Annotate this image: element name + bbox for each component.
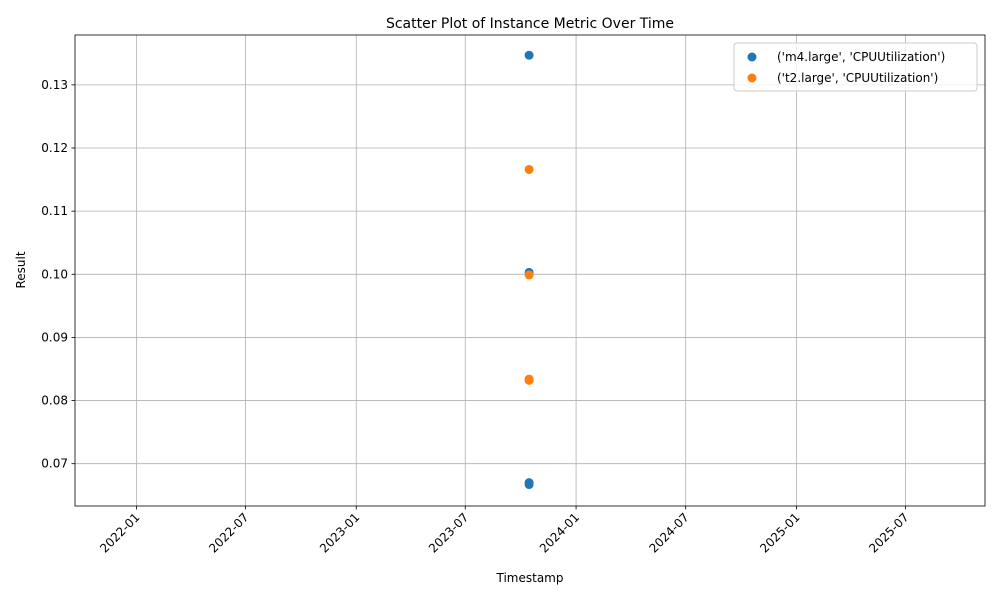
y-tick-label: 0.11 <box>41 204 68 218</box>
y-tick-label: 0.09 <box>41 330 68 344</box>
legend: ('m4.large', 'CPUUtilization') ('t2.larg… <box>733 42 978 92</box>
scatter-point-series-1 <box>524 375 534 385</box>
x-tick-label: 2024-01 <box>537 510 582 555</box>
x-tick-label: 2022-07 <box>206 510 251 555</box>
legend-marker-m4-large <box>747 52 757 62</box>
legend-box <box>733 42 978 92</box>
plot-frame <box>74 34 986 507</box>
scatter-point-series-1 <box>524 270 534 280</box>
legend-label-m4-large: ('m4.large', 'CPUUtilization') <box>777 50 945 64</box>
grid <box>75 35 985 506</box>
y-axis-title: Result <box>14 251 28 288</box>
x-tick-label: 2023-01 <box>317 510 362 555</box>
y-tick-label: 0.08 <box>41 394 68 408</box>
chart-title: Scatter Plot of Instance Metric Over Tim… <box>386 16 674 32</box>
y-tick-label: 0.12 <box>41 141 68 155</box>
x-tick-label: 2024-07 <box>646 510 691 555</box>
scatter-point-series-0 <box>524 50 534 60</box>
legend-label-t2-large: ('t2.large', 'CPUUtilization') <box>777 71 938 85</box>
data-points <box>524 50 534 490</box>
scatter-point-series-1 <box>524 164 534 174</box>
x-tick-label: 2025-07 <box>866 510 911 555</box>
x-tick-label: 2023-07 <box>426 510 471 555</box>
x-axis-title: Timestamp <box>496 571 564 585</box>
x-tick-label: 2025-01 <box>757 510 802 555</box>
y-tick-label: 0.10 <box>41 267 68 281</box>
y-tick-label: 0.07 <box>41 457 68 471</box>
legend-marker-t2-large <box>747 73 757 83</box>
y-tick-label: 0.13 <box>41 78 68 92</box>
x-tick-label: 2022-01 <box>97 510 142 555</box>
scatter-point-series-0 <box>524 480 534 490</box>
axis-ticks: 2022-01 2022-07 2023-01 2023-07 2024-01 2024-… <box>41 78 911 556</box>
